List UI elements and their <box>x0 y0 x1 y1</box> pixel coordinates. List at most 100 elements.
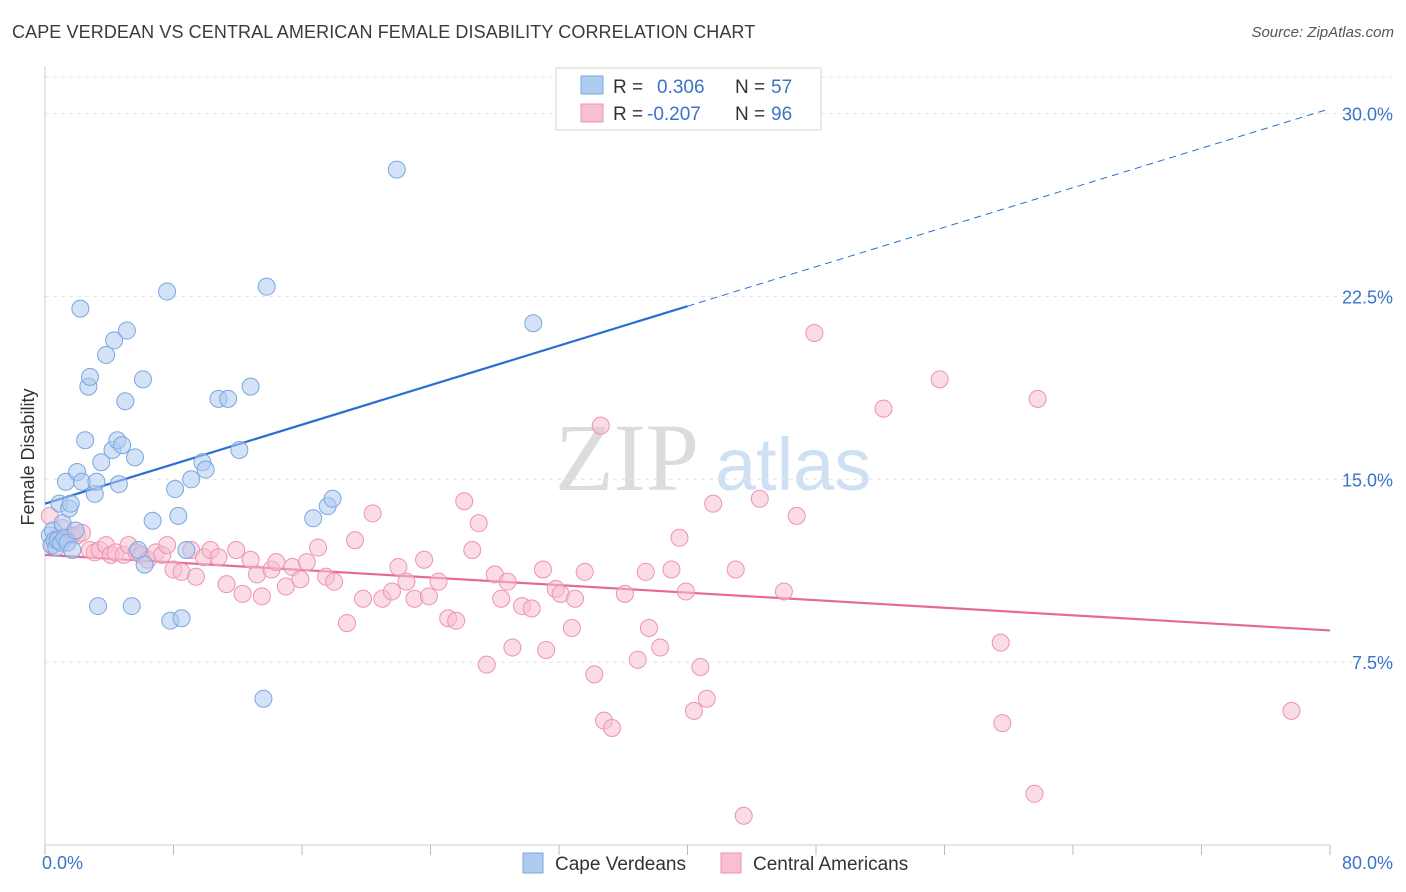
legend-r-label-1: R = <box>613 77 643 98</box>
data-point-central-american <box>503 638 522 657</box>
data-point-central-american <box>562 619 581 638</box>
data-point-central-american <box>217 575 236 594</box>
data-point-cape-verdean <box>172 609 191 628</box>
points-cape-verdeans <box>40 160 543 708</box>
data-point-central-american <box>492 589 511 608</box>
data-point-central-american <box>325 572 344 591</box>
data-point-central-american <box>774 582 793 601</box>
data-point-central-american <box>651 638 670 657</box>
data-point-cape-verdean <box>61 494 80 513</box>
data-point-cape-verdean <box>76 431 95 450</box>
data-point-central-american <box>1028 389 1047 408</box>
data-point-cape-verdean <box>87 472 106 491</box>
points-central-americans <box>40 324 1301 825</box>
bottom-legend-label-1: Cape Verdeans <box>555 854 686 875</box>
data-point-cape-verdean <box>97 345 116 364</box>
data-point-central-american <box>787 506 806 525</box>
data-point-cape-verdean <box>158 282 177 301</box>
data-point-central-american <box>354 589 373 608</box>
y-tick-label: 15.0% <box>1342 470 1393 490</box>
data-point-central-american <box>233 584 252 603</box>
data-point-central-american <box>930 370 949 389</box>
data-point-central-american <box>522 599 541 618</box>
data-point-central-american <box>455 492 474 511</box>
data-point-central-american <box>591 416 610 435</box>
data-point-central-american <box>575 562 594 581</box>
y-tick-label: 7.5% <box>1352 653 1393 673</box>
data-point-central-american <box>158 536 177 555</box>
data-point-central-american <box>276 577 295 596</box>
data-point-cape-verdean <box>135 555 154 574</box>
data-point-central-american <box>363 504 382 523</box>
y-axis-title: Female Disability <box>18 388 38 525</box>
legend-n-value-2: 96 <box>771 104 792 125</box>
data-point-central-american <box>252 587 271 606</box>
data-point-cape-verdean <box>169 506 188 525</box>
data-point-central-american <box>684 701 703 720</box>
data-point-cape-verdean <box>71 299 90 318</box>
data-point-cape-verdean <box>133 370 152 389</box>
bottom-legend-swatch-blue <box>522 852 544 874</box>
data-point-central-american <box>267 553 286 572</box>
data-point-cape-verdean <box>196 460 215 479</box>
data-point-central-american <box>734 806 753 825</box>
data-point-central-american <box>477 655 496 674</box>
y-tick-labels: 7.5% 15.0% 22.5% 30.0% <box>1342 105 1393 674</box>
data-point-central-american <box>585 665 604 684</box>
data-point-central-american <box>463 540 482 559</box>
gridlines <box>45 76 1392 663</box>
data-point-central-american <box>389 558 408 577</box>
data-point-central-american <box>991 633 1010 652</box>
data-point-cape-verdean <box>304 509 323 528</box>
data-point-central-american <box>498 572 517 591</box>
data-point-central-american <box>186 567 205 586</box>
data-point-central-american <box>750 489 769 508</box>
data-point-central-american <box>670 528 689 547</box>
data-point-central-american <box>537 640 556 659</box>
data-point-central-american <box>291 570 310 589</box>
data-point-cape-verdean <box>230 441 249 460</box>
data-point-cape-verdean <box>109 475 128 494</box>
x-tick-label: 80.0% <box>1342 853 1393 873</box>
data-point-central-american <box>566 589 585 608</box>
x-tick-label: 0.0% <box>42 853 83 873</box>
axes <box>44 66 1331 855</box>
data-point-cape-verdean <box>257 277 276 296</box>
data-point-central-american <box>1025 784 1044 803</box>
watermark-atlas: atlas <box>715 423 871 506</box>
legend-r-value-2: -0.207 <box>647 104 701 125</box>
legend-r-label-2: R = <box>613 104 643 125</box>
trendline-solid <box>44 305 688 505</box>
data-point-central-american <box>227 540 246 559</box>
data-point-central-american <box>533 560 552 579</box>
legend-n-label-1: N = <box>735 77 765 98</box>
watermark: ZIP atlas <box>555 404 871 511</box>
bottom-legend-swatch-pink <box>720 852 742 874</box>
data-point-central-american <box>469 514 488 533</box>
data-point-central-american <box>603 718 622 737</box>
legend-n-value-1: 57 <box>771 77 792 98</box>
data-point-cape-verdean <box>122 597 141 616</box>
data-point-cape-verdean <box>89 597 108 616</box>
data-point-central-american <box>415 550 434 569</box>
data-point-cape-verdean <box>117 321 136 340</box>
data-point-central-american <box>697 689 716 708</box>
data-point-central-american <box>691 658 710 677</box>
trendline-dashed <box>687 108 1331 307</box>
data-point-cape-verdean <box>143 511 162 530</box>
data-point-cape-verdean <box>66 521 85 540</box>
data-point-cape-verdean <box>254 689 273 708</box>
data-point-cape-verdean <box>241 377 260 396</box>
data-point-central-american <box>297 553 316 572</box>
data-point-cape-verdean <box>177 540 196 559</box>
data-point-cape-verdean <box>113 436 132 455</box>
data-point-cape-verdean <box>219 389 238 408</box>
source-label: Source: ZipAtlas.com <box>1251 24 1394 41</box>
y-tick-label: 30.0% <box>1342 105 1393 125</box>
bottom-legend-label-2: Central Americans <box>753 854 908 875</box>
data-point-central-american <box>1282 701 1301 720</box>
data-point-central-american <box>429 572 448 591</box>
bottom-legend: Cape Verdeans Central Americans <box>522 852 908 875</box>
data-point-cape-verdean <box>387 160 406 179</box>
data-point-central-american <box>615 584 634 603</box>
